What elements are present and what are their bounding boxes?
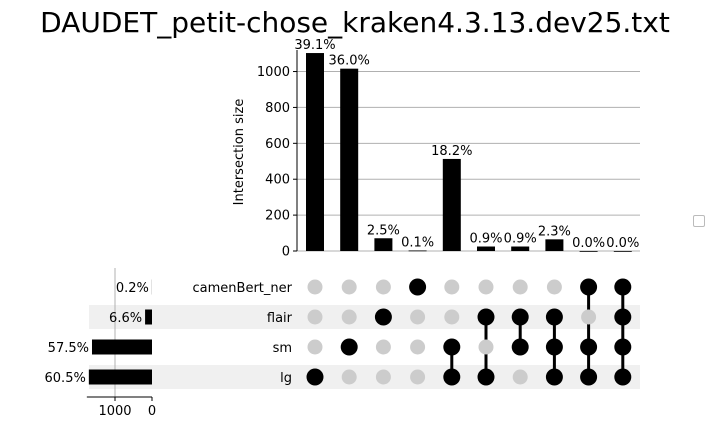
set-name-sm: sm xyxy=(273,341,292,356)
intersection-bar xyxy=(579,251,598,252)
legend-checkbox[interactable] xyxy=(693,215,705,227)
matrix-dot-inactive xyxy=(341,279,357,295)
y-axis-label: Intersection size xyxy=(232,99,247,206)
matrix-dot-active xyxy=(443,368,461,386)
intersection-bar xyxy=(477,246,495,251)
intersection-percent-label: 0.9% xyxy=(504,232,537,247)
matrix-dot-active xyxy=(340,338,358,356)
matrix-dot-inactive xyxy=(512,369,528,385)
matrix-dot-active xyxy=(511,338,529,356)
matrix-dot-active xyxy=(374,308,392,326)
intersection-percent-label: 36.0% xyxy=(329,54,370,69)
set-size-tick-label: 1000 xyxy=(98,404,131,419)
set-size-bar-flair xyxy=(145,309,152,325)
matrix-dot-active xyxy=(614,338,632,356)
matrix-dot-active xyxy=(580,338,598,356)
matrix-dot-active xyxy=(614,308,632,326)
intersection-bar xyxy=(340,68,359,252)
chart-title: DAUDET_petit-chose_kraken4.3.13.dev25.tx… xyxy=(40,6,670,39)
matrix-dot-inactive xyxy=(341,309,357,325)
set-size-bar-lg xyxy=(88,369,152,385)
matrix-dot-inactive xyxy=(444,279,460,295)
matrix-dot-active xyxy=(477,368,495,386)
matrix-dot-inactive xyxy=(410,309,426,325)
intersection-size-axis: 0 200 400 600 800 1000 xyxy=(257,50,298,260)
y-tick-label: 200 xyxy=(265,209,290,224)
matrix-dot-inactive xyxy=(444,309,460,325)
matrix-dot-inactive xyxy=(478,279,494,295)
intersection-percent-label: 39.1% xyxy=(294,38,335,53)
set-size-percent-label: 6.6% xyxy=(109,311,142,326)
matrix-dot-inactive xyxy=(375,279,391,295)
matrix-dot-active xyxy=(614,368,632,386)
matrix-dot-active xyxy=(477,308,495,326)
set-name-camenBert_ner: camenBert_ner xyxy=(193,281,293,296)
matrix-dot-active xyxy=(545,338,563,356)
matrix-dot-active xyxy=(580,278,598,296)
matrix-dot-active xyxy=(306,368,324,386)
set-size-bar-sm xyxy=(91,339,152,355)
intersection-percent-label: 2.3% xyxy=(538,224,571,239)
intersection-bar xyxy=(545,239,564,251)
matrix-dot-active xyxy=(545,368,563,386)
y-tick-label: 1000 xyxy=(257,65,290,80)
intersection-bar xyxy=(511,246,530,251)
set-size-percent-label: 0.2% xyxy=(116,281,149,296)
set-size-tick-label: 0 xyxy=(148,404,156,419)
matrix-dot-active xyxy=(443,338,461,356)
matrix-dot-active xyxy=(614,278,632,296)
y-tick-label: 800 xyxy=(265,101,290,116)
intersection-percent-label: 2.5% xyxy=(367,223,400,238)
matrix-dot-inactive xyxy=(410,369,426,385)
intersection-percent-label: 0.0% xyxy=(572,236,605,251)
set-size-bars: 0.2% 6.6% 57.5% 60.5% 1000 0 xyxy=(45,268,156,419)
set-name-lg: lg xyxy=(280,371,292,386)
matrix-dot-active xyxy=(580,368,598,386)
intersection-bar xyxy=(442,158,461,251)
set-name-flair: flair xyxy=(267,311,293,326)
intersection-percent-label: 0.1% xyxy=(401,235,434,250)
intersection-bar xyxy=(613,251,632,252)
intersection-percent-label: 0.9% xyxy=(469,232,502,247)
y-tick-label: 0 xyxy=(282,245,290,260)
matrix-dot-inactive xyxy=(307,309,323,325)
matrix-dot-inactive xyxy=(581,309,597,325)
intersection-percent-label: 0.0% xyxy=(606,236,639,251)
y-tick-label: 600 xyxy=(265,137,290,152)
matrix-dot-active xyxy=(511,308,529,326)
matrix-dot-inactive xyxy=(375,369,391,385)
y-tick-label: 400 xyxy=(265,173,290,188)
intersection-bar xyxy=(374,238,393,251)
matrix-dot-inactive xyxy=(410,339,426,355)
intersection-bar xyxy=(306,53,324,252)
matrix-dot-inactive xyxy=(546,279,562,295)
matrix-dot-inactive xyxy=(307,279,323,295)
matrix-dot-active xyxy=(545,308,563,326)
matrix-dot-inactive xyxy=(375,339,391,355)
matrix-dot-inactive xyxy=(478,339,494,355)
matrix-dot-active xyxy=(409,278,427,296)
set-size-percent-label: 60.5% xyxy=(45,371,86,386)
set-size-percent-label: 57.5% xyxy=(48,341,89,356)
intersection-percent-label: 18.2% xyxy=(431,144,472,159)
matrix-dot-inactive xyxy=(512,279,528,295)
membership-matrix xyxy=(306,278,632,386)
intersection-bars: 39.1%36.0%2.5%0.1%18.2%0.9% 0.9% 2.3%0.0% 0… xyxy=(294,38,639,252)
matrix-dot-inactive xyxy=(341,369,357,385)
intersection-bar xyxy=(408,250,427,252)
matrix-dot-inactive xyxy=(307,339,323,355)
